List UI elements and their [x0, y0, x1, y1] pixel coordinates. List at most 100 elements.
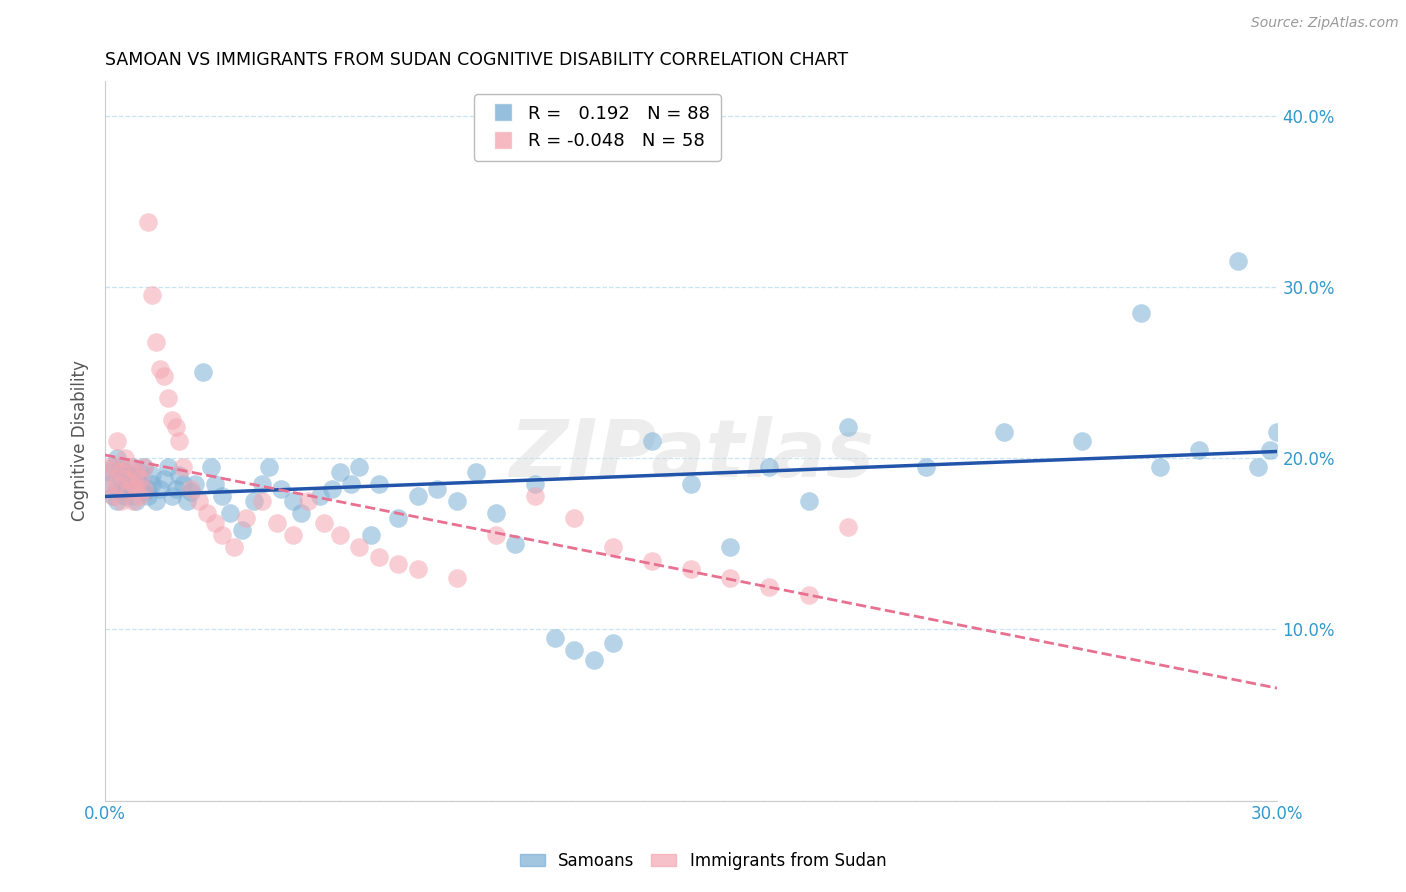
- Point: [129, 489, 152, 503]
- Point: [134, 459, 156, 474]
- Point: [1071, 434, 1094, 448]
- Point: [1258, 442, 1281, 457]
- Point: [837, 420, 859, 434]
- Point: [114, 451, 136, 466]
- Point: [98, 465, 121, 479]
- Point: [718, 571, 741, 585]
- Point: [134, 459, 156, 474]
- Point: [1188, 442, 1211, 457]
- Point: [160, 413, 183, 427]
- Legend: R =   0.192   N = 88, R = -0.048   N = 58: R = 0.192 N = 88, R = -0.048 N = 58: [474, 94, 721, 161]
- Point: [524, 489, 547, 503]
- Point: [340, 476, 363, 491]
- Point: [387, 511, 409, 525]
- Point: [242, 494, 264, 508]
- Point: [136, 215, 159, 229]
- Point: [184, 476, 207, 491]
- Point: [180, 485, 202, 500]
- Point: [281, 528, 304, 542]
- Point: [297, 494, 319, 508]
- Point: [125, 472, 148, 486]
- Point: [105, 434, 128, 448]
- Point: [110, 459, 132, 474]
- Point: [141, 288, 163, 302]
- Point: [602, 540, 624, 554]
- Point: [524, 476, 547, 491]
- Point: [114, 472, 136, 486]
- Point: [98, 459, 121, 474]
- Point: [309, 489, 332, 503]
- Point: [156, 459, 179, 474]
- Point: [446, 571, 468, 585]
- Point: [129, 465, 152, 479]
- Point: [121, 482, 143, 496]
- Point: [797, 588, 820, 602]
- Point: [149, 482, 172, 496]
- Point: [718, 540, 741, 554]
- Point: [176, 494, 198, 508]
- Point: [266, 516, 288, 531]
- Point: [156, 391, 179, 405]
- Point: [105, 482, 128, 496]
- Point: [110, 465, 132, 479]
- Text: SAMOAN VS IMMIGRANTS FROM SUDAN COGNITIVE DISABILITY CORRELATION CHART: SAMOAN VS IMMIGRANTS FROM SUDAN COGNITIV…: [105, 51, 848, 69]
- Point: [446, 494, 468, 508]
- Point: [195, 506, 218, 520]
- Point: [98, 476, 121, 491]
- Point: [1267, 425, 1289, 440]
- Point: [211, 489, 233, 503]
- Point: [149, 362, 172, 376]
- Y-axis label: Cognitive Disability: Cognitive Disability: [72, 360, 89, 522]
- Point: [641, 554, 664, 568]
- Point: [169, 434, 191, 448]
- Point: [165, 482, 187, 496]
- Point: [543, 631, 565, 645]
- Point: [110, 494, 132, 508]
- Point: [1247, 459, 1270, 474]
- Point: [290, 506, 312, 520]
- Point: [160, 489, 183, 503]
- Point: [114, 465, 136, 479]
- Point: [914, 459, 936, 474]
- Point: [602, 636, 624, 650]
- Point: [259, 459, 281, 474]
- Point: [360, 528, 382, 542]
- Point: [118, 482, 141, 496]
- Point: [141, 468, 163, 483]
- Point: [110, 472, 132, 486]
- Point: [641, 434, 664, 448]
- Point: [329, 465, 352, 479]
- Point: [204, 516, 226, 531]
- Point: [118, 459, 141, 474]
- Point: [105, 451, 128, 466]
- Point: [281, 494, 304, 508]
- Point: [1149, 459, 1171, 474]
- Point: [485, 528, 508, 542]
- Point: [562, 511, 585, 525]
- Point: [191, 366, 214, 380]
- Point: [681, 562, 703, 576]
- Point: [121, 489, 143, 503]
- Point: [172, 476, 194, 491]
- Point: [797, 494, 820, 508]
- Point: [250, 494, 273, 508]
- Point: [153, 368, 176, 383]
- Point: [118, 476, 141, 491]
- Point: [145, 334, 167, 349]
- Point: [406, 489, 429, 503]
- Point: [188, 494, 211, 508]
- Point: [426, 482, 449, 496]
- Point: [582, 653, 605, 667]
- Point: [1305, 459, 1327, 474]
- Text: Source: ZipAtlas.com: Source: ZipAtlas.com: [1251, 16, 1399, 30]
- Point: [129, 472, 152, 486]
- Point: [141, 476, 163, 491]
- Point: [136, 482, 159, 496]
- Point: [224, 540, 246, 554]
- Point: [114, 489, 136, 503]
- Point: [125, 482, 148, 496]
- Legend: Samoans, Immigrants from Sudan: Samoans, Immigrants from Sudan: [513, 846, 893, 877]
- Point: [145, 494, 167, 508]
- Point: [329, 528, 352, 542]
- Point: [101, 489, 124, 503]
